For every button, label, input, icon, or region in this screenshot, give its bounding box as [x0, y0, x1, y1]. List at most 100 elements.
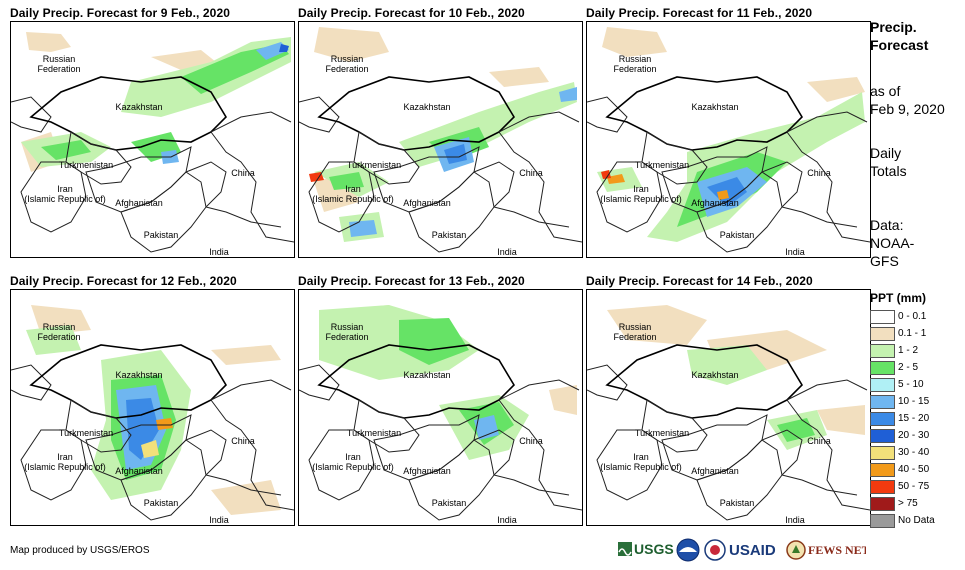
map-label-kazakhstan: Kazakhstan [403, 370, 451, 380]
side-data-line3: GFS [870, 253, 899, 269]
map-label-india: India [497, 515, 517, 525]
legend-item: 30 - 40 [870, 445, 929, 460]
precip-area [41, 44, 289, 162]
country-border [498, 379, 582, 511]
country-border [408, 171, 495, 253]
precip-area [31, 305, 281, 515]
country-border [498, 111, 582, 243]
side-daily-line2: Totals [870, 163, 907, 179]
country-border [210, 111, 294, 243]
country-border [185, 161, 227, 208]
forecast-panel-6: Daily Precip. Forecast for 14 Feb., 2020… [586, 274, 871, 526]
precip-area [474, 415, 499, 440]
precip-area [777, 418, 815, 442]
precip-area [314, 82, 577, 242]
map-label-china: China [231, 436, 255, 446]
map-label-india: India [785, 515, 805, 525]
legend-swatch [870, 326, 895, 341]
forecast-panel-5: Daily Precip. Forecast for 13 Feb., 2020… [298, 274, 583, 526]
map-label-china: China [807, 168, 831, 178]
map-label-pakistan: Pakistan [431, 498, 467, 508]
legend-label: 10 - 15 [898, 396, 930, 407]
map-label-afghanistan: Afghanistan [691, 466, 739, 476]
forecast-panel-3: Daily Precip. Forecast for 11 Feb., 2020… [586, 6, 871, 258]
legend-swatch [870, 496, 895, 511]
country-border [786, 379, 870, 511]
precip-area [156, 418, 173, 430]
forecast-panel-2: Daily Precip. Forecast for 10 Feb., 2020… [298, 6, 583, 258]
side-data-line2: NOAA- [870, 235, 915, 251]
side-daily-totals: Daily Totals [870, 144, 907, 180]
map-label-india: India [209, 515, 229, 525]
map-label-pakistan: Pakistan [719, 498, 755, 508]
country-border [308, 429, 375, 501]
side-daily-line1: Daily [870, 145, 902, 161]
country-border [11, 96, 52, 133]
country-border [641, 399, 708, 453]
precip-area [444, 144, 467, 164]
map-label-turkmenistan: Turkmenistan [634, 160, 690, 170]
map-label-china: China [231, 168, 255, 178]
map-credit: Map produced by USGS/EROS [10, 545, 150, 556]
country-border [605, 76, 804, 151]
map-label-turkmenistan: Turkmenistan [346, 160, 402, 170]
panel-title: Daily Precip. Forecast for 13 Feb., 2020 [298, 274, 525, 288]
legend-swatch [870, 394, 895, 409]
precip-area [602, 27, 865, 102]
legend-item: 20 - 30 [870, 428, 929, 443]
legend-label: 2 - 5 [898, 362, 919, 373]
map-label-russia: Russian Federation [325, 322, 369, 342]
map-label-iran: Iran (Islamic Republic of) [312, 452, 394, 472]
map-label-afghanistan: Afghanistan [115, 198, 163, 208]
map-label-china: China [519, 436, 543, 446]
legend-label: > 75 [898, 498, 918, 509]
usaid-logo-text: USAID [729, 542, 776, 559]
legend-item: 10 - 15 [870, 394, 929, 409]
map-label-turkmenistan: Turkmenistan [58, 160, 114, 170]
map-label-india: India [785, 247, 805, 257]
legend-item: 40 - 50 [870, 462, 929, 477]
map-label-pakistan: Pakistan [431, 230, 467, 240]
map-label-russia: Russian Federation [613, 54, 657, 74]
legend-label: 40 - 50 [898, 464, 930, 475]
precip-map: Russian Federation Kazakhstan Turkmenistan C… [298, 21, 583, 258]
precip-area [607, 305, 865, 435]
map-label-iran: Iran (Islamic Republic of) [600, 452, 682, 472]
map-label-iran: Iran (Islamic Republic of) [24, 184, 106, 204]
country-border [596, 429, 663, 501]
country-border [761, 161, 803, 208]
map-label-pakistan: Pakistan [143, 230, 179, 240]
country-border [20, 429, 87, 501]
precip-area [314, 27, 549, 212]
legend-item: No Data [870, 513, 935, 528]
legend-item: 0.1 - 1 [870, 326, 926, 341]
map-label-iran: Iran (Islamic Republic of) [312, 184, 394, 204]
legend-label: 0 - 0.1 [898, 311, 927, 322]
map-canvas [11, 305, 294, 521]
map-label-turkmenistan: Turkmenistan [58, 428, 114, 438]
precip-area [607, 174, 729, 200]
side-as-of-line2: Feb 9, 2020 [870, 101, 945, 117]
map-label-russia: Russian Federation [325, 54, 369, 74]
legend-swatch [870, 479, 895, 494]
country-border [596, 161, 663, 233]
legend-item: 50 - 75 [870, 479, 929, 494]
legend-title: PPT (mm) [870, 291, 927, 305]
fewsnet-logo: FEWS NET [786, 538, 870, 562]
usgs-logo-text: USGS [634, 541, 674, 557]
country-border [11, 364, 52, 401]
map-label-russia: Russian Federation [613, 322, 657, 342]
legend-label: 0.1 - 1 [898, 328, 927, 339]
map-label-pakistan: Pakistan [143, 498, 179, 508]
country-border [587, 364, 628, 401]
country-border [786, 111, 870, 243]
map-label-turkmenistan: Turkmenistan [346, 428, 402, 438]
legend-item: 15 - 20 [870, 411, 929, 426]
panel-title: Daily Precip. Forecast for 14 Feb., 2020 [586, 274, 813, 288]
side-heading-line2: Forecast [870, 37, 929, 53]
noaa-logo [676, 538, 702, 562]
precip-map: Russian Federation Kazakhstan Turkmenistan C… [10, 289, 295, 526]
forecast-panel-4: Daily Precip. Forecast for 12 Feb., 2020… [10, 274, 295, 526]
map-label-kazakhstan: Kazakhstan [403, 102, 451, 112]
side-as-of-line1: as of [870, 83, 901, 99]
